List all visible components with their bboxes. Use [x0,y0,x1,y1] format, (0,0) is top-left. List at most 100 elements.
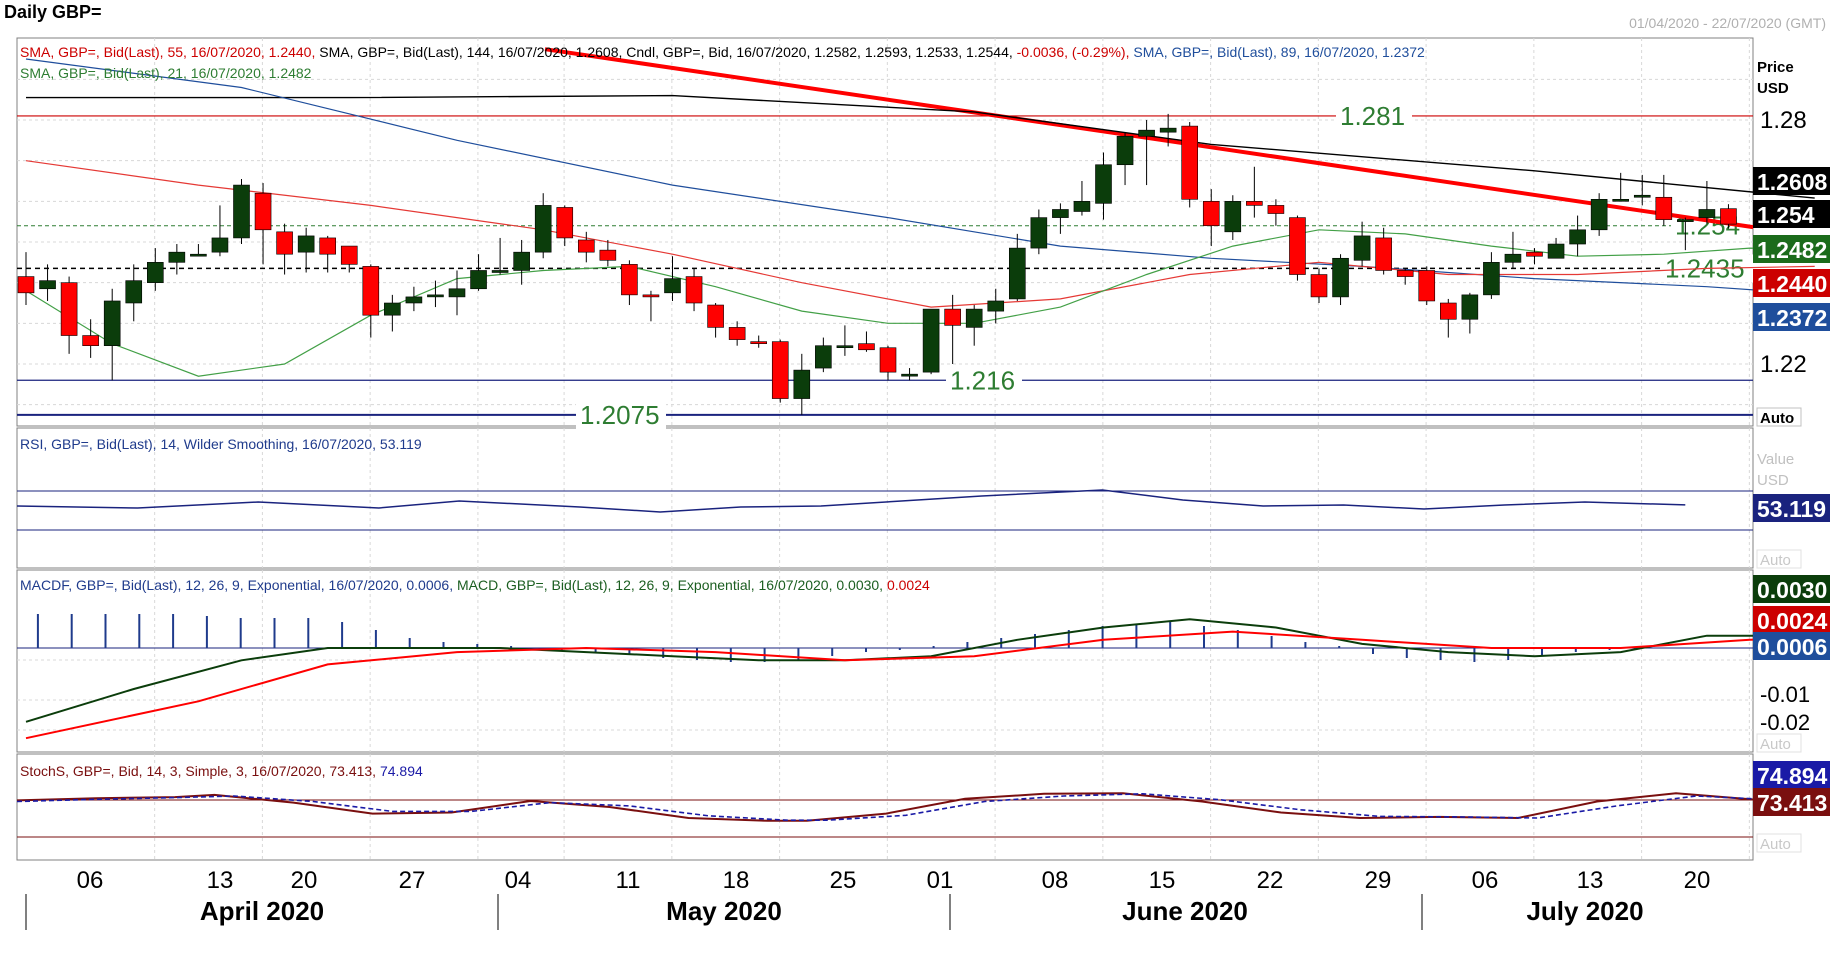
svg-text:Auto: Auto [1760,736,1791,753]
price-value-tag: 1.254 [1757,202,1815,228]
x-day-tick: 13 [207,867,234,894]
rsi-auto-button[interactable]: Auto [1756,549,1802,569]
stoch-value-tag: 73.413 [1757,790,1827,816]
level-label-bg [1336,101,1412,130]
candle-body [1375,237,1392,271]
sma-21-line [25,229,1815,377]
price-value-tag-bg [1753,269,1830,297]
candle-body [1590,199,1608,231]
x-month-label: April 2020 [200,896,324,926]
x-day-tick: 22 [1257,867,1284,894]
candle-body [621,264,638,296]
candle-body [1440,302,1457,320]
rsi-value-tag-bg [1753,494,1830,522]
candle-body [1138,129,1155,137]
candle-body [901,373,918,377]
candle-body [254,192,272,231]
price-value-tag: 1.2608 [1757,169,1828,195]
macd-signal-line [25,630,1815,740]
macd-legend-main: MACD, GBP=, Bid(Last), 12, 26, 9, Expone… [453,577,883,593]
candle-body [1418,270,1436,302]
legend-segment: SMA, GBP=, Bid(Last), 144, 16/07/2020, 1… [315,44,622,60]
price-value-tag: 1.2440 [1757,271,1827,297]
sma-55-line [25,160,1815,308]
macd-tick-2: -0.02 [1760,710,1810,735]
x-day-tick: 18 [723,867,750,894]
price-value-tag-bg [1753,167,1830,195]
candle-body [556,207,574,239]
candle-body [771,341,789,399]
candle-body [1677,219,1694,222]
macd-auto-button[interactable]: Auto [1756,733,1802,753]
candle-body [1224,201,1242,233]
candle-body [1526,251,1543,257]
candle-body [944,308,961,326]
candle-body [190,253,207,257]
price-tick-1: 1.28 [1760,107,1807,134]
candle-body [125,280,143,304]
x-month-label: July 2020 [1526,896,1643,926]
candle-body [1504,253,1522,263]
macd-legend: MACDF, GBP=, Bid(Last), 12, 26, 9, Expon… [20,577,930,593]
candle-body [1202,201,1220,227]
svg-text:Auto: Auto [1760,552,1791,569]
legend-segment: SMA, GBP=, Bid(Last), 55, 16/07/2020, 1.… [20,44,315,60]
candle-body [319,237,337,255]
moving-averages [25,58,1815,377]
x-day-tick: 04 [505,867,532,894]
x-day-tick: 01 [927,867,954,894]
price-value-tag: 1.2372 [1757,305,1827,331]
candle-body [965,308,983,328]
legend-segment: -0.0036, (-0.29%), [1013,44,1130,60]
candle-body [1159,127,1177,133]
price-panel [16,37,1754,427]
candle-body [707,304,724,328]
candle-body [39,280,56,290]
macd-panel [16,569,1754,753]
candle-body [491,270,509,273]
candlesticks [17,113,1737,415]
price-value-tag: 1.2482 [1757,237,1827,263]
candle-body [664,278,681,294]
level-label-bg [576,400,666,429]
stoch-auto-button[interactable]: Auto [1756,833,1802,853]
candle-body [405,296,423,304]
candle-body [1353,235,1371,261]
candle-body [728,327,746,340]
candle-body [1720,208,1737,225]
stoch-k-legend: StochS, GBP=, Bid, 14, 3, Simple, 3, 16/… [20,763,376,779]
level-label: 1.281 [1340,101,1405,131]
stoch-value-tag: 74.894 [1757,763,1828,789]
candle-body [276,231,293,255]
candle-body [836,345,854,349]
candle-body [17,276,35,294]
stoch-d-line [16,792,1756,822]
chart-title: Daily GBP= [4,2,102,22]
stoch-value-tag-bg [1753,788,1830,816]
sma-144-line [26,94,1815,199]
price-value-tag-bg [1753,235,1830,263]
stoch-d-legend: 74.894 [376,763,423,779]
sma-89-line [25,58,1815,295]
candle-body [1547,243,1565,259]
candle-body [211,237,229,253]
level-label: 1.2075 [580,400,660,430]
candle-body [82,335,99,346]
candle-body [362,266,380,316]
candle-body [1655,196,1673,220]
candle-body [103,300,121,347]
x-day-tick: 08 [1042,867,1069,894]
rsi-legend: RSI, GBP=, Bid(Last), 14, Wilder Smoothi… [20,436,422,452]
downward-trendline [544,47,1754,230]
price-auto-button[interactable]: Auto [1756,407,1802,427]
rsi-axis-title: Value [1757,451,1794,468]
candle-body [685,276,703,304]
level-label: 1.216 [950,365,1015,395]
legend-segment: SMA, GBP=, Bid(Last), 89, 16/07/2020, 1.… [1129,44,1425,60]
macd-value-tag-bg [1753,575,1830,603]
x-month-label: May 2020 [666,896,782,926]
x-day-tick: 13 [1577,867,1604,894]
candle-body [750,341,768,344]
x-day-tick: 20 [291,867,318,894]
